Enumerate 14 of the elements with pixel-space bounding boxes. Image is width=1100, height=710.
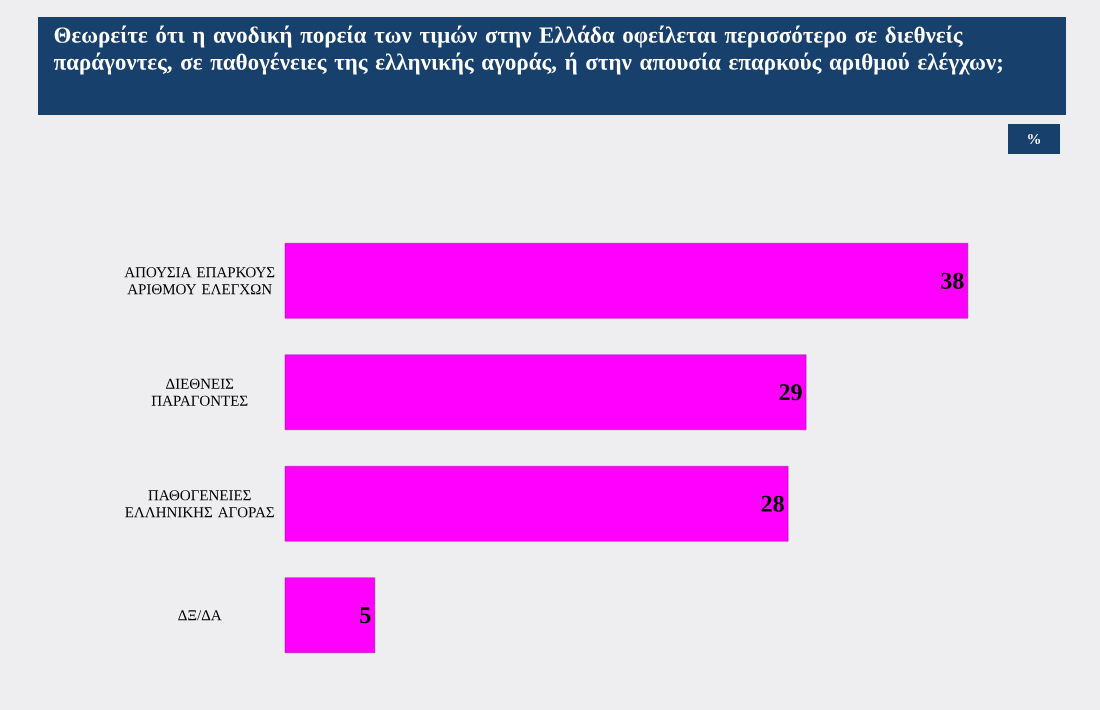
bar — [284, 466, 789, 542]
chart-title: Θεωρείτε ότι η ανοδική πορεία των τιμών στην Ελλάδα οφείλεται περισσότερο σε διεθνείς παράγοντες, σε παθογένειες της ελληνικής αγοράς, ή στην απουσία επαρκούς αριθμού ελέγχων; — [53, 25, 1002, 75]
data-label: 29 — [779, 384, 802, 401]
data-label: 5 — [360, 607, 371, 624]
bar — [284, 243, 969, 319]
bar — [284, 354, 807, 430]
y-tick-label: ΠΑΘΟΓΕΝΕΙΕΣ ΕΛΛΗΝΙΚΗΣ ΑΓΟΡΑΣ — [125, 490, 274, 518]
y-tick-label: ΑΠΟΥΣΙΑ ΕΠΑΡΚΟΥΣ ΑΡΙΘΜΟΥ ΕΛΕΓΧΩΝ — [124, 267, 275, 295]
y-tick-label: ΔΞ/ΔΑ — [178, 610, 222, 621]
data-label: 28 — [761, 495, 784, 512]
text: % — [1028, 133, 1041, 145]
bar — [284, 577, 376, 653]
y-tick-label: ΔΙΕΘΝΕΙΣ ΠΑΡΑΓΟΝΤΕΣ — [151, 378, 248, 406]
data-label: 38 — [941, 272, 964, 289]
